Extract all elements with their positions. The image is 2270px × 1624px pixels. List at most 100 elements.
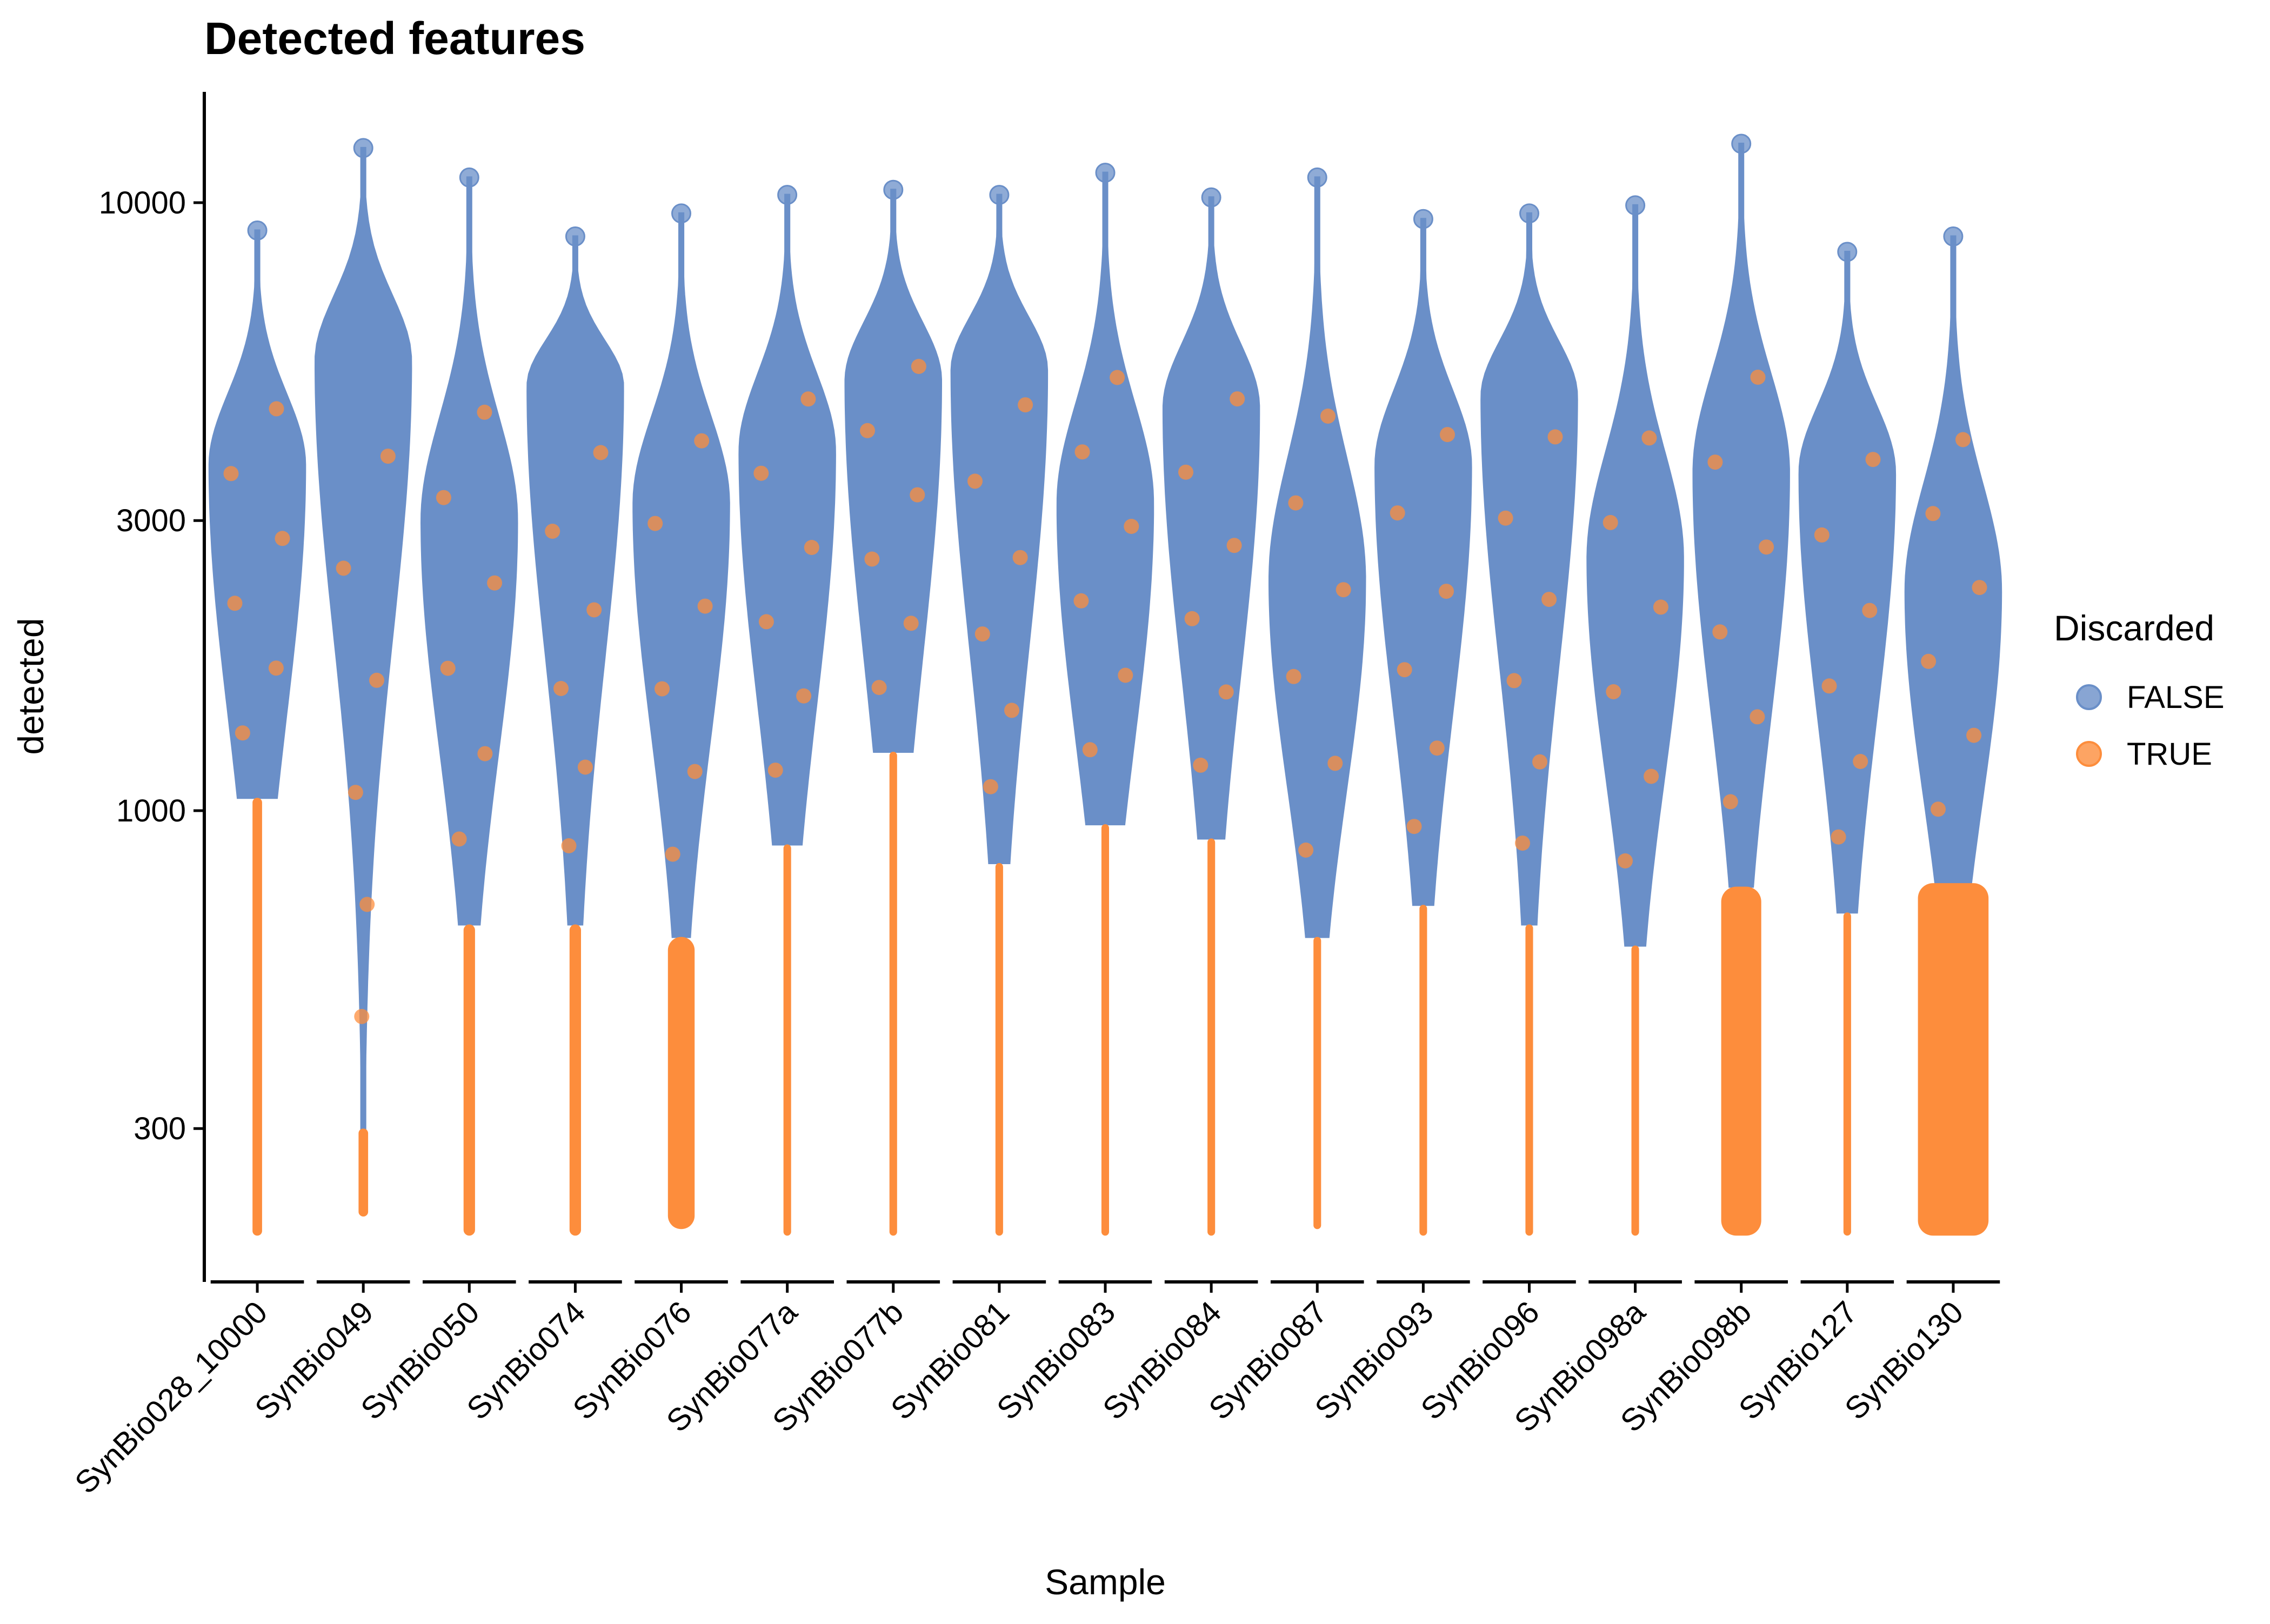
discarded-point [974,626,990,642]
violin-SynBio098a [1586,195,1684,1236]
max-point [1519,203,1539,224]
y-tick-label: 3000 [116,503,186,538]
discarded-point [655,681,670,697]
violin-discarded-body [252,798,262,1236]
discarded-point [1110,370,1125,385]
discarded-point [380,449,396,464]
violin-discarded-body [1843,912,1851,1236]
discarded-point [1712,624,1728,640]
legend-title: Discarded [2054,608,2214,648]
violin-SynBio077b [844,179,942,1236]
violin-discarded-body [783,844,791,1236]
violin-SynBio084 [1162,187,1260,1236]
chart-title: Detected features [204,13,585,64]
violin-discarded-body [1631,945,1639,1236]
discarded-point [553,681,569,696]
discarded-point [1230,391,1245,407]
discarded-point [1955,432,1971,447]
discarded-point [1972,580,1987,596]
discarded-point [1004,703,1019,718]
legend-swatch-false [2076,684,2102,710]
violin-SynBio096 [1480,203,1578,1236]
violin-kept-body [1480,212,1578,926]
discarded-point [227,596,243,611]
discarded-point [800,391,816,407]
violin-discarded-body [1419,905,1427,1236]
discarded-point [1865,452,1881,467]
max-point [1307,167,1327,188]
discarded-point [593,445,609,460]
discarded-point [1759,539,1774,555]
violin-SynBio093 [1374,209,1472,1236]
max-point [1943,226,1964,246]
max-point [1095,163,1116,183]
y-tick-label: 300 [133,1111,186,1146]
discarded-point [1178,464,1193,480]
discarded-point [1406,819,1422,834]
violin-kept-body [738,193,836,846]
discarded-point [753,465,769,481]
discarded-point [235,725,250,741]
violin-kept-body [1586,204,1684,947]
max-point [1413,209,1433,229]
y-tick-label: 10000 [99,185,186,220]
discarded-point [665,846,680,862]
discarded-point [1018,397,1033,413]
discarded-point [767,763,783,778]
discarded-point [1831,829,1846,845]
violin-kept-body [950,193,1049,864]
discarded-point [1925,506,1941,522]
violin-SynBio087 [1268,167,1366,1229]
discarded-point [1966,727,1982,743]
violin-SynBio098b [1692,133,1790,1236]
discarded-point [586,602,602,618]
violin-kept-body [1374,218,1472,906]
discarded-point [1397,662,1412,678]
discarded-point [911,359,926,374]
discarded-point [871,680,887,696]
max-point [1625,195,1646,216]
discarded-point [1320,409,1336,424]
discarded-point [477,404,492,420]
violin-SynBio077a [738,185,836,1236]
y-axis-label: detected [11,618,51,754]
violin-kept-body [1692,143,1790,888]
violin-kept-body [1056,171,1154,826]
violin-kept-body [632,212,730,938]
discarded-point [1821,678,1837,694]
discarded-point [487,575,503,591]
discarded-point [1298,843,1314,858]
discarded-point [903,616,919,631]
violin-discarded-body [1721,886,1761,1236]
discarded-point [1082,742,1098,758]
discarded-point [1286,669,1301,684]
max-point [1201,187,1221,208]
violin-SynBio083 [1056,163,1154,1236]
violin-SynBio130 [1904,226,2002,1236]
legend-swatch-true [2076,741,2102,767]
legend-label-true: TRUE [2127,737,2212,772]
x-axis-label: Sample [1045,1562,1166,1602]
violin-SynBio049 [314,138,412,1217]
discarded-point [477,746,493,761]
discarded-point [1653,599,1668,615]
violin-discarded-body [358,1128,369,1217]
violin-discarded-body [1918,883,1989,1236]
max-point [353,138,373,158]
discarded-point [1327,756,1343,771]
discarded-point [1124,519,1139,534]
violin-kept-body [844,189,942,753]
discarded-point [804,540,819,555]
discarded-point [860,423,875,438]
violin-discarded-body [889,752,897,1236]
discarded-point [268,660,284,676]
discarded-point [697,598,713,614]
discarded-point [1288,495,1304,511]
discarded-point [1440,427,1455,443]
violin-discarded-body [667,937,695,1229]
discarded-point [440,660,456,676]
discarded-point [1931,801,1946,817]
violin-SynBio074 [526,226,624,1236]
violin-kept-body [526,235,624,926]
